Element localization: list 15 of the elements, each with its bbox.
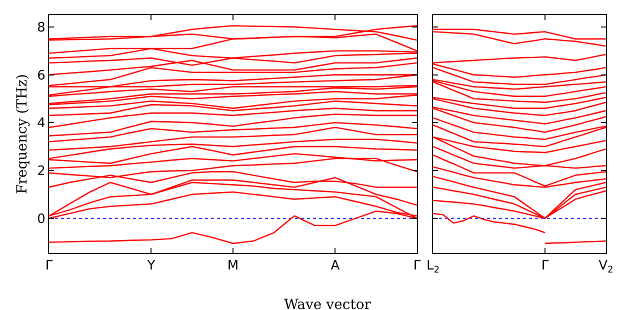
y-tick-label: 4 xyxy=(37,116,46,132)
y-tick-label: 2 xyxy=(37,164,46,180)
x-tick-label: A xyxy=(330,258,340,274)
y-axis-title: Frequency (THz) xyxy=(14,74,31,194)
x-tick-label: Γ xyxy=(541,258,550,274)
x-tick-label: M xyxy=(227,258,239,274)
x-tick-label: L$_{2}$ xyxy=(426,258,440,276)
y-tick-label: 6 xyxy=(37,68,46,84)
x-axis-title: Wave vector xyxy=(284,297,372,310)
y-tick-label: 8 xyxy=(37,20,46,36)
x-tick-label: V$_{2}$ xyxy=(598,258,614,276)
x-tick-label: Y xyxy=(146,258,156,274)
y-tick-label: 0 xyxy=(37,212,46,227)
x-tick-label: Γ xyxy=(413,258,422,274)
x-tick-label: Γ xyxy=(45,258,54,274)
